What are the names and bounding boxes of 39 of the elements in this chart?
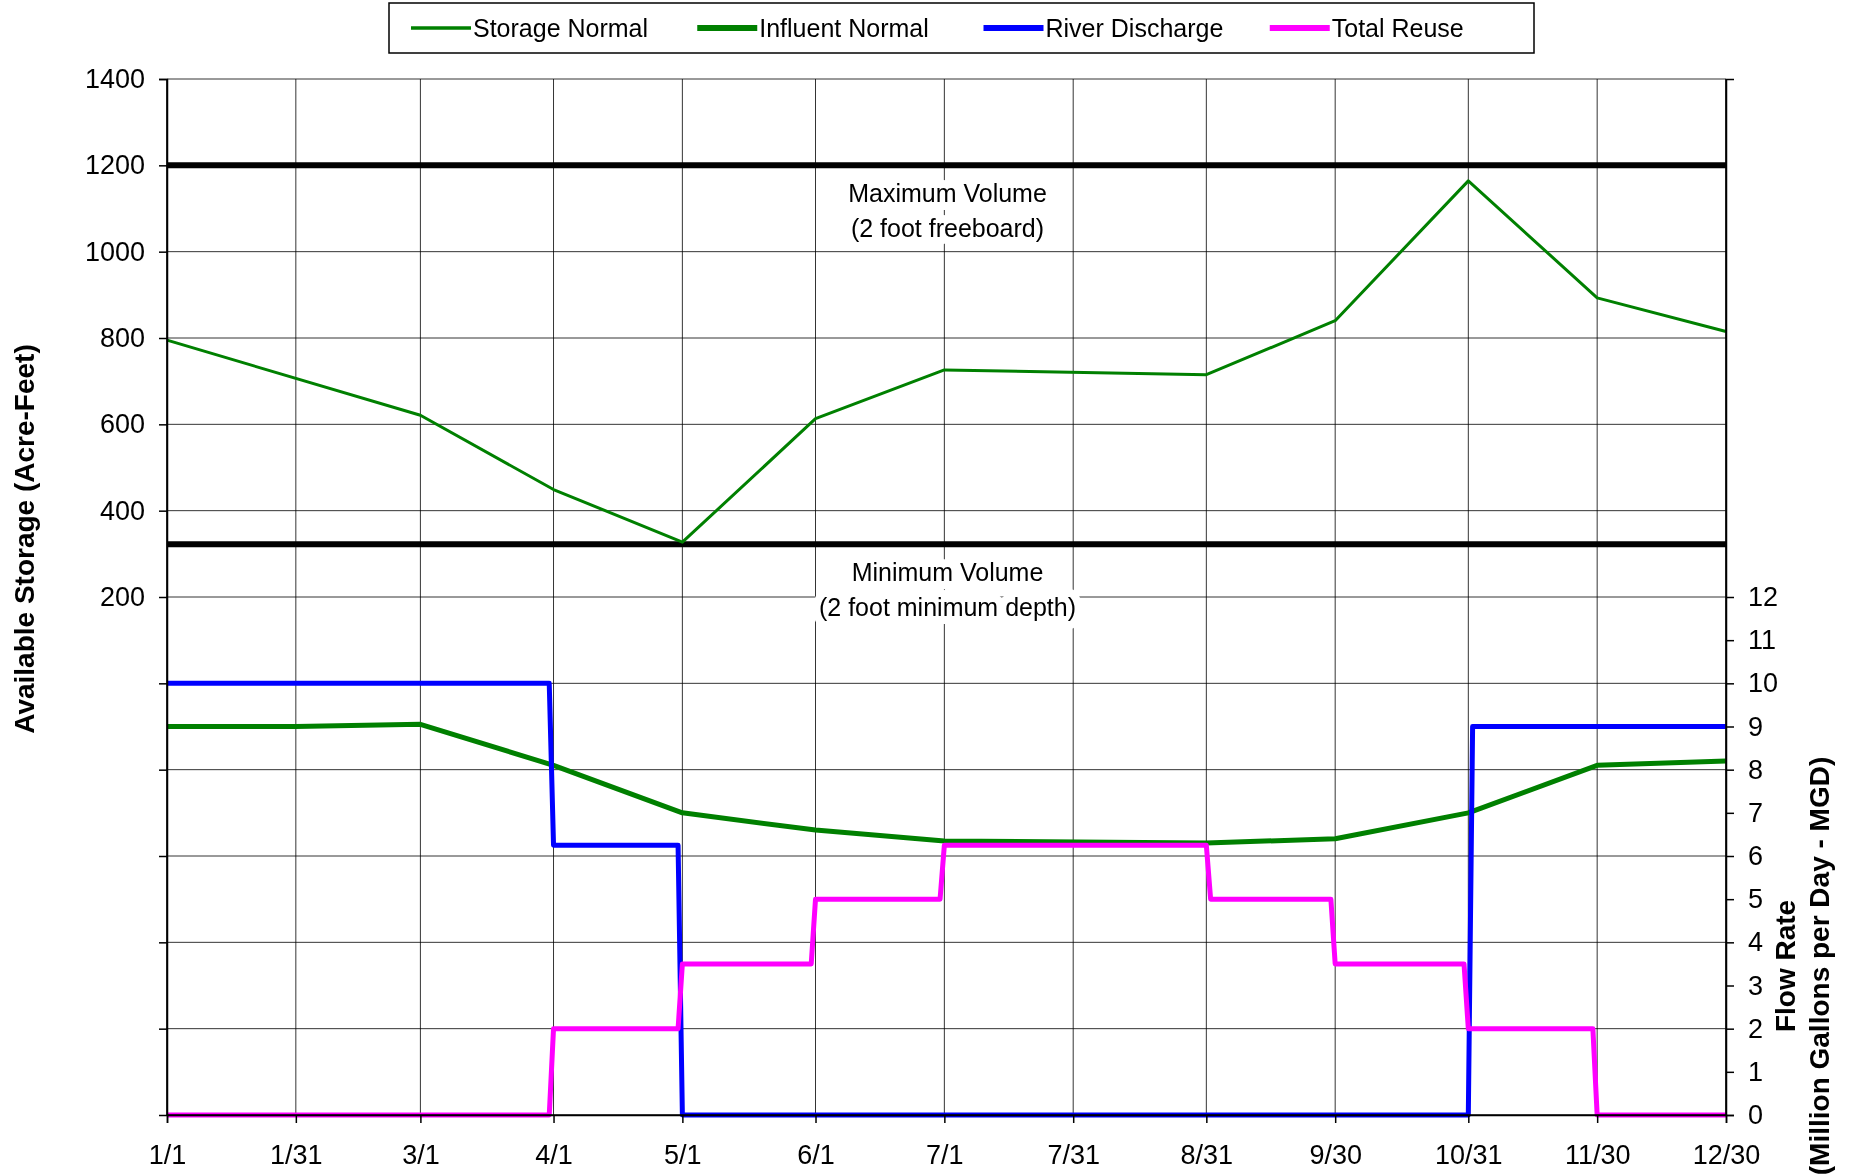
legend-label: Influent Normal	[759, 14, 929, 42]
y-tick-label: 400	[99, 495, 145, 526]
y-tick-label: 600	[99, 409, 145, 440]
y2-tick-label: 10	[1748, 668, 1779, 699]
x-tick-label: 9/30	[1309, 1140, 1362, 1171]
legend-label: Storage Normal	[473, 14, 649, 42]
y2-tick-label: 6	[1748, 841, 1764, 872]
y2-tick-label: 7	[1748, 797, 1764, 828]
x-tick-label: 7/31	[1047, 1140, 1100, 1171]
y2-tick-label: 0	[1748, 1100, 1764, 1131]
x-tick-label: 1/31	[270, 1140, 323, 1171]
y2-tick-label: 11	[1748, 625, 1777, 656]
y-tick-label: 1200	[84, 150, 145, 181]
y2-tick-label: 9	[1748, 711, 1764, 742]
y-tick-label: 200	[99, 582, 145, 613]
x-tick-label: 1/1	[148, 1140, 187, 1171]
x-tick-label: 6/1	[797, 1140, 835, 1171]
x-tick-label: 12/30	[1692, 1140, 1761, 1171]
y2-tick-label: 2	[1748, 1013, 1764, 1044]
y2-tick-label: 3	[1748, 970, 1764, 1001]
legend-label: River Discharge	[1045, 14, 1224, 42]
y-tick-label: 1000	[84, 236, 145, 267]
y2-tick-label: 5	[1748, 884, 1764, 915]
y2-tick-label: 4	[1748, 927, 1764, 958]
y-axis-title: Available Storage (Acre-Feet)	[9, 344, 40, 734]
x-tick-label: 11/30	[1564, 1140, 1631, 1171]
x-tick-label: 4/1	[535, 1140, 573, 1171]
y2-axis-title: Flow Rate (Million Gallons per Day - MGD)	[1770, 756, 1835, 1176]
x-tick-label: 10/31	[1435, 1140, 1503, 1171]
y2-tick-label: 1	[1748, 1056, 1764, 1087]
y2-tick-label: 8	[1748, 754, 1764, 785]
x-tick-label: 7/1	[926, 1140, 964, 1171]
legend-label: Total Reuse	[1331, 14, 1464, 42]
x-tick-label: 5/1	[664, 1140, 702, 1171]
y-tick-label: 800	[99, 323, 145, 354]
x-tick-label: 8/31	[1180, 1140, 1234, 1171]
y-tick-label: 1400	[84, 64, 145, 95]
x-tick-label: 3/1	[402, 1140, 440, 1171]
y2-tick-label: 12	[1748, 582, 1779, 613]
